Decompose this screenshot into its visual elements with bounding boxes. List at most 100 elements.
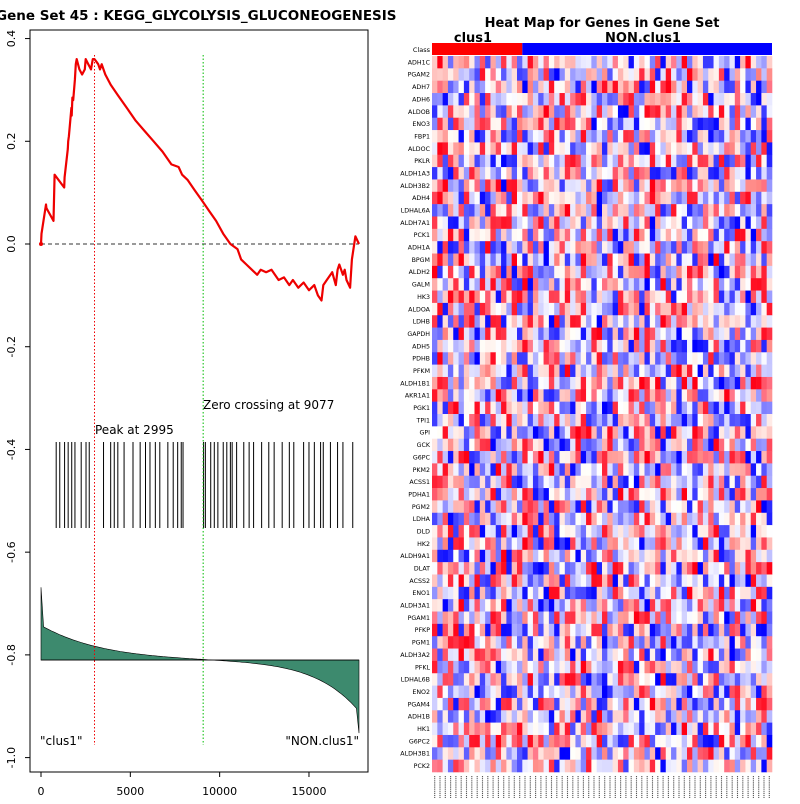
heat-map-cell xyxy=(734,253,741,267)
heat-map-cell xyxy=(559,327,566,341)
heat-map-cell xyxy=(713,623,720,637)
heat-map-cell xyxy=(501,93,507,106)
heat-map-cell xyxy=(750,611,757,625)
heat-map-cell xyxy=(580,734,587,748)
heat-map-cell xyxy=(718,648,725,662)
heat-map-cell xyxy=(548,241,555,254)
heat-map-cell xyxy=(570,759,576,773)
heat-map-cell xyxy=(676,759,682,773)
heat-map-cell xyxy=(463,117,470,131)
heat-map-cell xyxy=(432,451,438,464)
heat-map-cell xyxy=(617,167,624,180)
heat-map-cell xyxy=(628,315,635,328)
heat-map-cell xyxy=(734,278,741,291)
heat-map-cell xyxy=(543,623,550,637)
heat-map-cell xyxy=(591,265,597,279)
heat-map-cell xyxy=(644,389,651,402)
heat-map-cell xyxy=(756,302,762,316)
heat-map-cell xyxy=(501,562,507,575)
heat-map-cell xyxy=(766,414,773,427)
heat-map-cell xyxy=(697,463,704,477)
heat-map-cell xyxy=(506,315,512,328)
heat-map-cell xyxy=(453,241,459,254)
heat-map-cell xyxy=(617,549,624,563)
heat-map-cell xyxy=(750,327,757,341)
heat-map-cell xyxy=(628,636,635,649)
heat-map-cell xyxy=(463,747,470,760)
x-axis: 0 5000 10000 15000 xyxy=(38,772,326,798)
heat-map-cell xyxy=(702,80,709,94)
heat-map-cell xyxy=(543,142,550,156)
heat-map-cell xyxy=(447,426,454,439)
heat-map-cell xyxy=(586,142,592,156)
heat-map-cell xyxy=(511,636,518,649)
heat-map-cell xyxy=(511,179,518,193)
heat-map-cell xyxy=(596,142,603,156)
heat-map-cell xyxy=(617,130,624,143)
heat-map-cell xyxy=(522,599,528,612)
heat-map-cell xyxy=(479,154,486,168)
heat-map-cell xyxy=(724,204,730,217)
heat-map-cell xyxy=(543,611,550,625)
heat-map-cell xyxy=(660,648,667,662)
heat-map-cell xyxy=(655,376,661,390)
heat-map-cell xyxy=(692,265,698,279)
heat-map-cell xyxy=(559,512,566,526)
heat-map-cell xyxy=(649,68,656,81)
heat-map-cell xyxy=(766,253,773,267)
heat-map-cell xyxy=(580,93,587,106)
heat-map-cell xyxy=(607,376,613,390)
heat-map-cell xyxy=(432,673,438,686)
heat-map-cell xyxy=(511,154,518,168)
heat-map-cell xyxy=(532,438,539,452)
heat-map-cell xyxy=(596,216,603,230)
heat-map-cell xyxy=(474,364,481,378)
heat-map-cell xyxy=(575,80,582,94)
heat-map-cell xyxy=(511,352,518,365)
heat-map-cell xyxy=(458,117,465,131)
heat-map-cell xyxy=(724,290,730,304)
heat-map-cell xyxy=(676,93,682,106)
heat-map-cell xyxy=(586,93,592,106)
heat-map-cell xyxy=(506,759,512,773)
heat-map-cell xyxy=(527,376,534,390)
heat-map-cell xyxy=(633,389,640,402)
heat-map-cell xyxy=(734,315,741,328)
heat-map-cell xyxy=(586,611,592,625)
heat-map-cell xyxy=(745,228,752,242)
heat-map-cell xyxy=(474,216,481,230)
heat-map-cell xyxy=(671,414,677,427)
heat-map-cell xyxy=(591,537,597,551)
heat-map-cell xyxy=(570,475,576,489)
heat-map-cell xyxy=(649,352,656,365)
heat-map-cell xyxy=(628,537,635,551)
heat-map-cell xyxy=(495,660,502,674)
heat-map-cell xyxy=(671,512,677,526)
heat-map-cell xyxy=(702,648,709,662)
heat-map-cell xyxy=(740,673,746,686)
heat-map-cell xyxy=(750,734,757,748)
heat-map-cell xyxy=(490,574,497,588)
heat-map-cell xyxy=(702,759,709,773)
heat-map-cell xyxy=(469,685,475,699)
heat-map-cell xyxy=(617,204,624,217)
heat-map-cell xyxy=(538,315,544,328)
heat-map-cell xyxy=(665,167,672,180)
heat-map-cell xyxy=(612,290,619,304)
heat-map-cell xyxy=(740,722,746,736)
heat-map-cell xyxy=(612,389,619,402)
heat-map-cell xyxy=(522,488,528,501)
heat-map-cell xyxy=(479,142,486,156)
heat-map-cell xyxy=(548,154,555,168)
heat-map-cell xyxy=(692,204,698,217)
heat-map-cell xyxy=(458,747,465,760)
heat-map-cell xyxy=(628,339,635,353)
heat-map-cell xyxy=(756,105,762,119)
heat-map-cell xyxy=(633,352,640,365)
heat-map-cell xyxy=(649,537,656,551)
heat-map-cell xyxy=(766,673,773,686)
heat-map-cell xyxy=(644,56,651,69)
heat-map-cell xyxy=(570,414,576,427)
heat-map-cell xyxy=(750,660,757,674)
heat-map-cell xyxy=(517,599,523,612)
